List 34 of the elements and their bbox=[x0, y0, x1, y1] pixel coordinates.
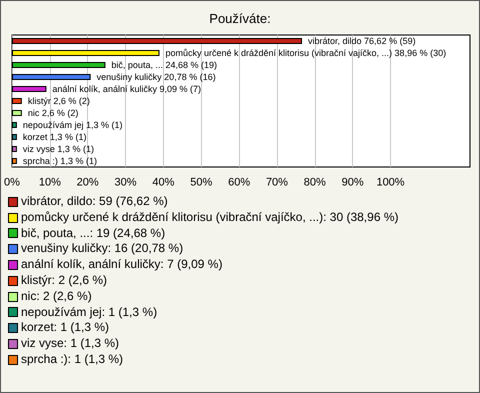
text: anální kolík, anální kuličky: 7 (9,09 %) bbox=[21, 257, 222, 273]
text: viz vyse: 1 (1,3 %) bbox=[21, 336, 120, 352]
chart-title: Používáte: bbox=[209, 11, 271, 26]
data-label: vibrátor, dildo 76,62 % (59) bbox=[308, 36, 416, 46]
data-label: nic 2,6 % (2) bbox=[28, 108, 78, 118]
x-tick-label: 70% bbox=[266, 176, 288, 188]
data-label: bič, pouta, ... 24,68 % (19) bbox=[111, 60, 217, 70]
x-tick-label: 80% bbox=[304, 176, 326, 188]
text: venušiny kuličky: 16 (20,78 %) bbox=[21, 241, 184, 258]
x-tick-label: 60% bbox=[228, 176, 250, 188]
text: pomůcky určené k dráždění klitorisu (vibrační vajíčko, ...): 30 (38,96 %) bbox=[21, 210, 398, 226]
data-label: venušiny kuličky 20,78 % (16) bbox=[96, 72, 216, 82]
data-label: pomůcky určené k dráždění klitorisu (vibrační vajíčko, ...) 38,96 % (30) bbox=[165, 48, 446, 58]
data-label: viz vyse 1,3 % (1) bbox=[22, 144, 94, 154]
data-label: korzet 1,3 % (1) bbox=[22, 132, 86, 142]
text: klistýr: 2 (2,6 %) bbox=[21, 272, 108, 289]
text: korzet: 1 (1,3 %) bbox=[21, 320, 110, 336]
text: sprcha :): 1 (1,3 %) bbox=[21, 352, 124, 368]
text: bič, pouta, ...: 19 (24,68 %) bbox=[21, 226, 166, 242]
x-tick-label: 10% bbox=[38, 176, 62, 188]
data-label: klistýr 2,6 % (2) bbox=[28, 96, 90, 106]
x-tick-label: 0% bbox=[4, 176, 20, 188]
text: nepoužívám jej: 1 (1,3 %) bbox=[21, 304, 158, 320]
data-label: nepoužívám jej 1,3 % (1) bbox=[22, 120, 122, 130]
x-tick-label: 90% bbox=[342, 176, 364, 188]
x-tick-label: 30% bbox=[114, 176, 137, 188]
text: nic: 2 (2,6 %) bbox=[21, 288, 92, 305]
x-tick-label: 100% bbox=[376, 176, 405, 188]
x-tick-label: 50% bbox=[190, 176, 212, 188]
text: vibrátor, dildo: 59 (76,62 %) bbox=[21, 194, 168, 210]
x-tick-label: 20% bbox=[76, 176, 99, 188]
x-tick-label: 40% bbox=[152, 176, 175, 188]
data-label: anální kolík, anální kuličky 9,09 % (7) bbox=[52, 84, 201, 94]
data-label: sprcha :) 1,3 % (1) bbox=[22, 156, 97, 166]
